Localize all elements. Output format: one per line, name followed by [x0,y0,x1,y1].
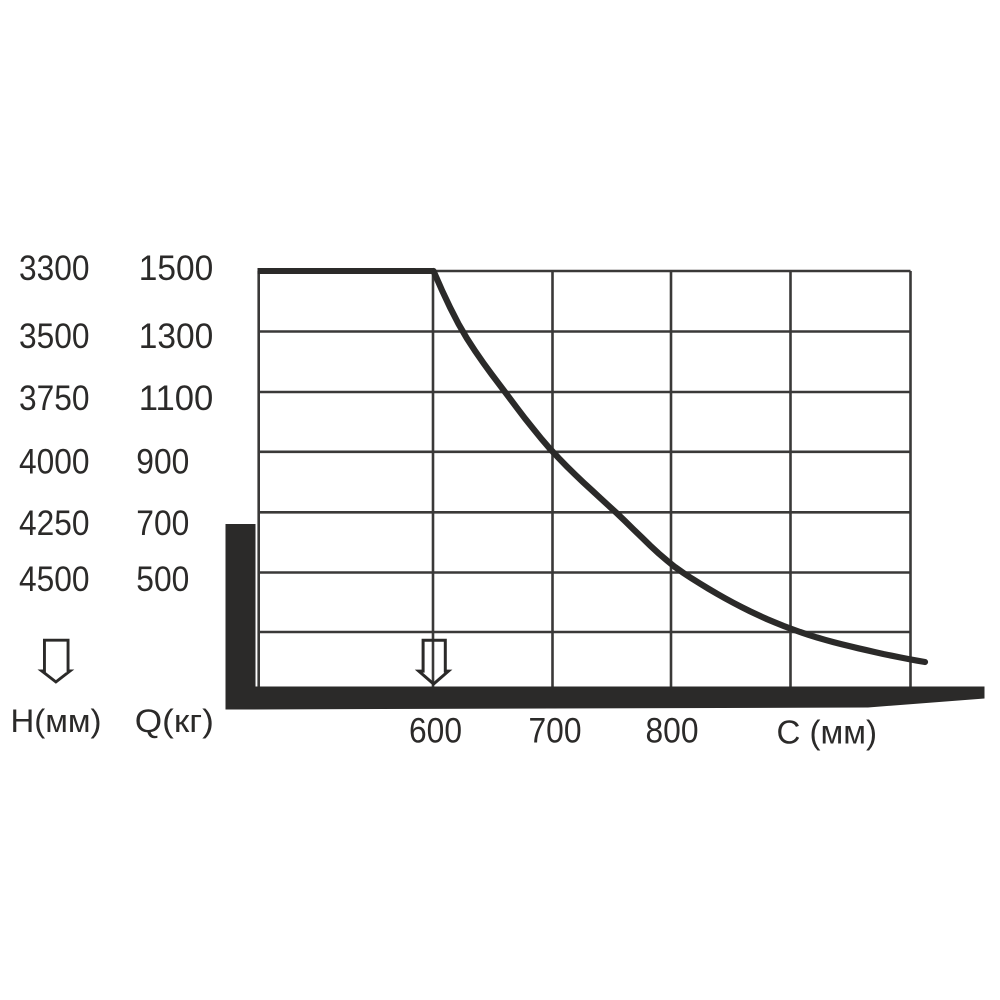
svg-text:3750: 3750 [19,379,90,418]
svg-text:700: 700 [529,712,582,751]
svg-text:1500: 1500 [139,249,214,288]
svg-text:800: 800 [646,712,699,751]
svg-text:4000: 4000 [19,442,90,481]
svg-text:C (мм): C (мм) [777,713,878,750]
svg-text:4250: 4250 [19,504,90,543]
svg-text:700: 700 [136,504,189,543]
svg-text:600: 600 [409,712,462,751]
svg-text:1100: 1100 [139,379,214,418]
svg-text:H(мм): H(мм) [11,703,102,739]
svg-text:900: 900 [136,442,189,481]
svg-text:Q(кг): Q(кг) [135,703,214,739]
svg-text:3500: 3500 [19,317,90,356]
svg-text:4500: 4500 [19,560,90,599]
svg-text:3300: 3300 [19,249,90,288]
svg-text:1300: 1300 [139,317,214,356]
svg-text:500: 500 [136,560,189,599]
